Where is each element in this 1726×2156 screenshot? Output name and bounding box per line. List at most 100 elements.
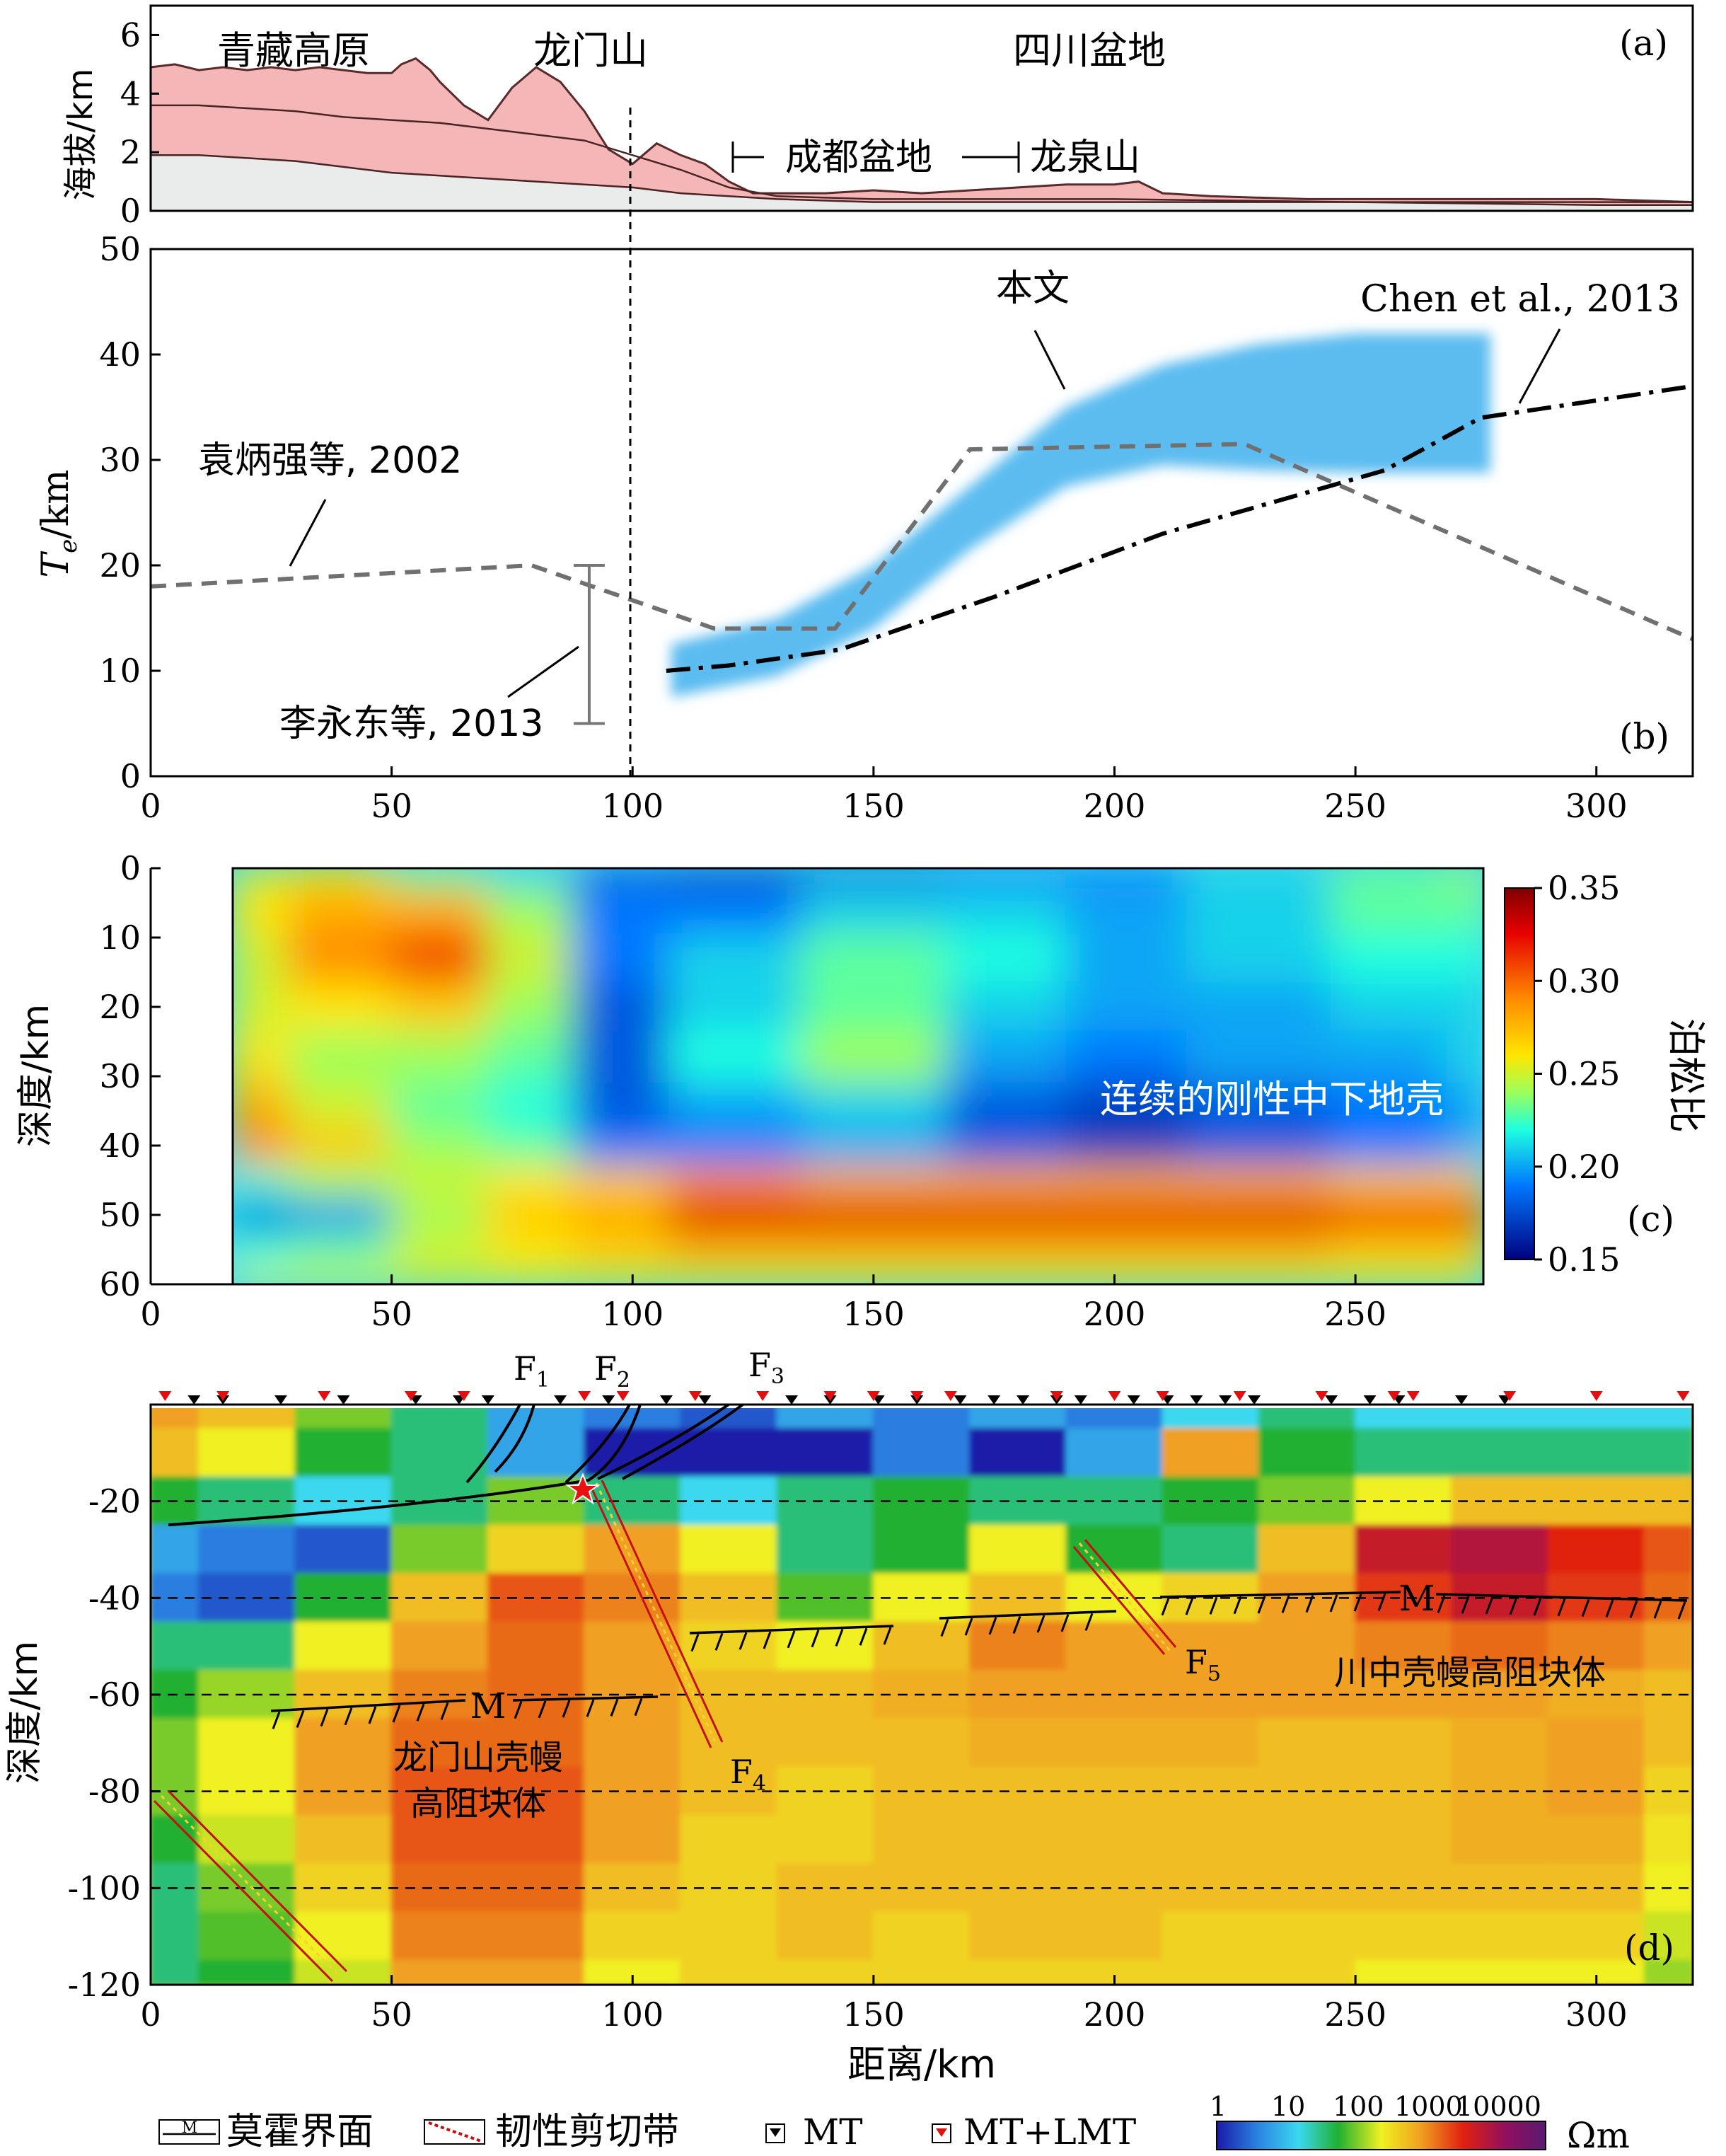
panel-b-xtick-label: 300 [1565,787,1628,825]
legend-mt-icon [765,2123,785,2143]
resistivity-cell [1162,1814,1260,1865]
heatmap-cell [390,1200,489,1233]
resistivity-cell [198,1911,296,1961]
heatmap-cell [800,1082,947,1129]
resistivity-cell [1355,1405,1453,1430]
elevation-max-fill [149,57,1694,212]
heatmap-cell [1331,868,1446,890]
moho-hatch [1161,1598,1170,1616]
resistivity-cell [487,1428,586,1478]
resistivity-cell [872,1718,971,1768]
heatmap-cell [487,1266,574,1284]
heatmap-cell [572,933,670,984]
heatmap-cell [945,1030,1067,1084]
heatmap-cell [1186,1266,1333,1284]
panel-b-ytick-label: 40 [99,335,141,374]
heatmap-cell [1444,888,1483,935]
resistivity-colorbar-tick-label: 10 [1271,2091,1305,2122]
panel-c-ytick-label: 0 [120,849,141,887]
heatmap-cell [1065,1030,1188,1084]
moho-hatch [1605,1599,1614,1618]
heatmap-cell [668,981,802,1032]
panel-b-frame [149,248,1694,778]
resistivity-cell [680,1911,778,1961]
heatmap-cell [487,1030,574,1084]
panel-d-ytick-label: -60 [88,1676,141,1714]
panel-b-ylabel: Te/km [35,469,83,577]
colorbar-tick-label: 0.35 [1548,869,1620,907]
panel-a-ytick-label: 4 [120,74,141,113]
resistivity-cell [1643,1814,1693,1865]
resistivity-cell [390,1621,489,1671]
resistivity-cell [680,1524,778,1575]
heatmap-cell [668,868,802,890]
colorbar-tick-label: 0.15 [1548,1240,1620,1279]
resistivity-cell [151,1718,200,1768]
heatmap-cell [1186,1127,1333,1168]
heatmap-cell [572,1200,670,1233]
heatmap-cell [668,1200,802,1233]
station-mt-lmt [1315,1391,1328,1401]
moho-hatch [368,1706,377,1724]
resistivity-cell [1162,1428,1260,1478]
heatmap-cell [287,981,393,1032]
panel-c-xtick-label: 250 [1324,1295,1386,1333]
moho-hatch [1653,1601,1662,1619]
resistivity-cell [969,1428,1067,1478]
station-mt-lmt [158,1391,172,1401]
station-mt [954,1395,967,1405]
heatmap-cell [390,933,489,984]
heatmap-cell [945,1266,1067,1284]
resistivity-cell [487,1814,586,1865]
heatmap-cell [390,1127,489,1168]
resistivity-cell [151,1524,200,1575]
resistivity-cell [390,1405,489,1430]
resistivity-cell [969,1524,1067,1575]
heatmap-cell [1444,1082,1483,1129]
panel-b-ytick-label: 10 [99,652,141,690]
te-line-yuan-2002 [150,442,1694,642]
resistivity-cell [390,1524,489,1575]
heatmap-cell [945,933,1067,984]
panel-c-annotation: 连续的刚性中下地壳 [1100,1077,1444,1122]
resistivity-cell [487,1766,586,1816]
resistivity-cell [1162,1405,1260,1430]
resistivity-cell [1065,1428,1164,1478]
moho-hatch [562,1700,571,1718]
resistivity-cell [390,1959,489,1985]
heatmap-cell [1444,1200,1483,1233]
heatmap-cell [1444,1165,1483,1202]
heatmap-cell [572,1030,670,1084]
station-mt-lmt [756,1391,770,1401]
sub-region-longquanshan: 龙泉山 [1030,137,1140,179]
heatmap-cell [1186,1200,1333,1233]
resistivity-cell [1355,1766,1453,1816]
heatmap-cell [233,1030,289,1084]
panel-c-xtick-label: 150 [842,1295,905,1333]
legend-shear-label: 韧性剪切带 [495,2111,679,2153]
heatmap-cell [1331,888,1446,935]
panel-c-yticks: 0 10 20 30 40 50 60 [99,849,161,1303]
panel-c-xtick-label: 100 [601,1295,664,1333]
panel-d-xtick-label: 150 [842,1995,905,2034]
yuan-leader [289,499,327,567]
heatmap-cell [1444,1127,1483,1168]
panel-d-xtick-label: 300 [1565,1995,1628,2034]
heatmap-cell [1331,1030,1446,1084]
heatmap-cell [800,1165,947,1202]
resistivity-cell [1065,1766,1164,1816]
heatmap-cell [1444,1231,1483,1268]
resistivity-cell [487,1405,586,1430]
resistivity-cell [294,1959,393,1985]
heatmap-cell [233,1266,289,1284]
resistivity-cell [1162,1959,1260,1985]
resistivity-cell [1355,1959,1453,1985]
resistivity-cell [1065,1669,1164,1720]
heatmap-cell [1065,933,1188,984]
heatmap-cell [1331,1165,1446,1202]
resistivity-cell [487,1718,586,1768]
resistivity-cell [487,1524,586,1575]
resistivity-cell [390,1718,489,1768]
resistivity-cell [872,1428,971,1478]
heatmap-cell [1331,1127,1446,1168]
